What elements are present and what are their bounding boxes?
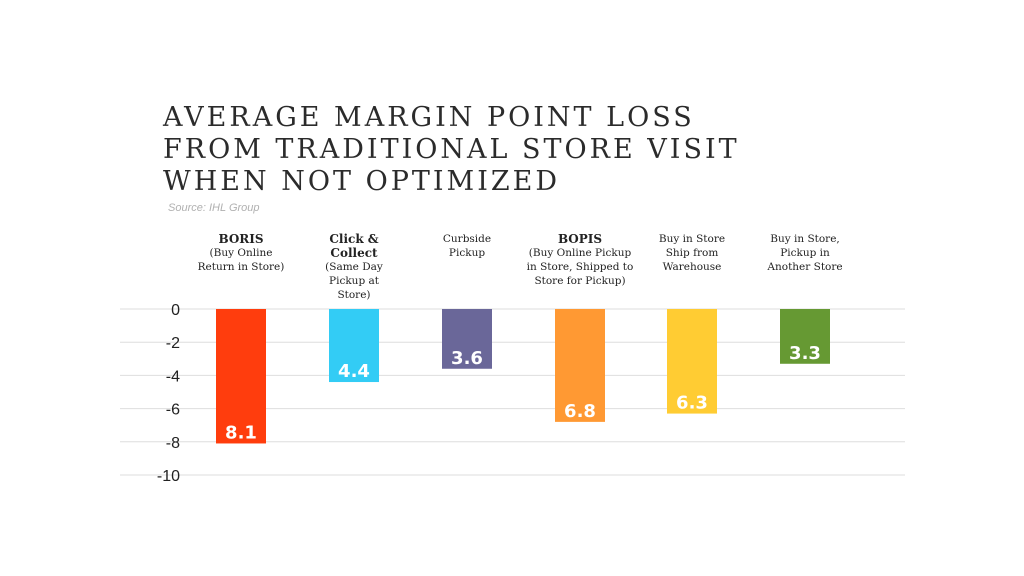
category-label-sub: (Same Day Pickup at Store) xyxy=(325,261,383,301)
source-note: Source: IHL Group xyxy=(168,202,260,214)
bar xyxy=(555,309,605,422)
data-label: 8.1 xyxy=(225,422,257,443)
bar xyxy=(442,309,492,369)
category-label: Click & Collect (Same Day Pickup at Store… xyxy=(292,232,416,302)
category-label-sub: Buy in Store Ship from Warehouse xyxy=(658,233,726,273)
data-label: 6.8 xyxy=(564,401,596,422)
title-line-2: FROM TRADITIONAL STORE VISIT xyxy=(163,134,740,165)
y-tick-label: -8 xyxy=(166,435,180,452)
bar xyxy=(329,309,379,383)
bar xyxy=(780,309,830,364)
category-label-sub: Buy in Store, Pickup in Another Store xyxy=(767,233,843,273)
title-line-3: WHEN NOT OPTIMIZED xyxy=(163,166,560,197)
title-line-1: AVERAGE MARGIN POINT LOSS xyxy=(163,102,695,133)
category-label-sub: Curbside Pickup xyxy=(442,233,492,259)
bar xyxy=(667,309,717,414)
category-label: Buy in Store, Pickup in Another Store xyxy=(743,232,867,274)
data-label: 3.6 xyxy=(451,348,483,369)
category-label-head: BOPIS xyxy=(557,232,603,246)
data-label: 3.3 xyxy=(789,343,821,364)
category-label: Buy in Store Ship from Warehouse xyxy=(630,232,754,274)
y-tick-label: 0 xyxy=(171,302,180,319)
category-label-head: BORIS xyxy=(218,232,264,246)
y-tick-label: -6 xyxy=(166,402,180,419)
category-label: BORIS (Buy Online Return in Store) xyxy=(179,232,303,274)
y-tick-label: -2 xyxy=(166,335,180,352)
y-tick-label: -4 xyxy=(166,368,180,385)
category-label-sub: (Buy Online Return in Store) xyxy=(197,247,285,273)
bar xyxy=(216,309,266,444)
y-tick-label: -10 xyxy=(157,468,180,485)
category-label-head: Click & Collect xyxy=(329,232,379,260)
category-label-sub: (Buy Online Pickup in Store, Shipped to … xyxy=(526,247,634,287)
data-label: 6.3 xyxy=(676,393,708,414)
data-label: 4.4 xyxy=(338,361,370,382)
chart-title: AVERAGE MARGIN POINT LOSS FROM TRADITION… xyxy=(163,102,740,198)
category-label: BOPIS (Buy Online Pickup in Store, Shippe… xyxy=(518,232,642,288)
category-label: Curbside Pickup xyxy=(405,232,529,260)
